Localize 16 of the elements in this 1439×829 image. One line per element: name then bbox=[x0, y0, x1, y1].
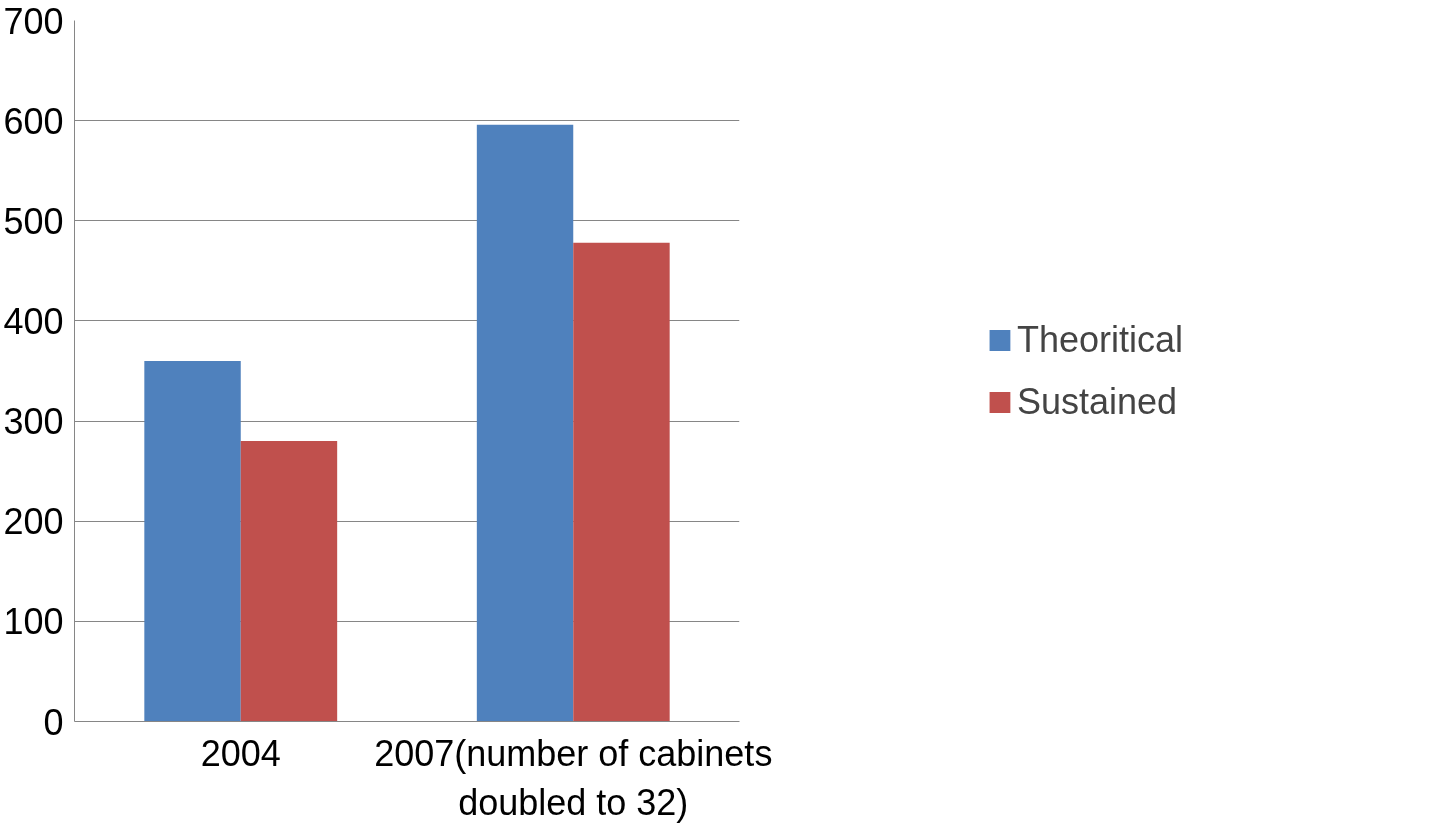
x-tick-label: 2007(number of cabinets doubled to 32) bbox=[374, 732, 773, 823]
bar bbox=[240, 441, 338, 722]
legend-label: Sustained bbox=[1016, 380, 1178, 423]
y-tick-label: 0 bbox=[43, 701, 64, 743]
x-tick-label: 2004 bbox=[200, 732, 281, 774]
y-tick-label: 600 bbox=[3, 100, 64, 142]
bar bbox=[476, 124, 574, 722]
y-tick-label: 200 bbox=[3, 501, 64, 543]
y-tick-label: 300 bbox=[3, 401, 64, 443]
y-tick-label: 500 bbox=[3, 200, 64, 242]
y-tick-label: 100 bbox=[3, 601, 64, 643]
bar bbox=[573, 242, 670, 722]
y-tick-label: 700 bbox=[3, 0, 64, 42]
bar bbox=[144, 360, 241, 722]
y-tick-label: 400 bbox=[3, 300, 64, 342]
legend-label: Theoritical bbox=[1016, 318, 1184, 361]
